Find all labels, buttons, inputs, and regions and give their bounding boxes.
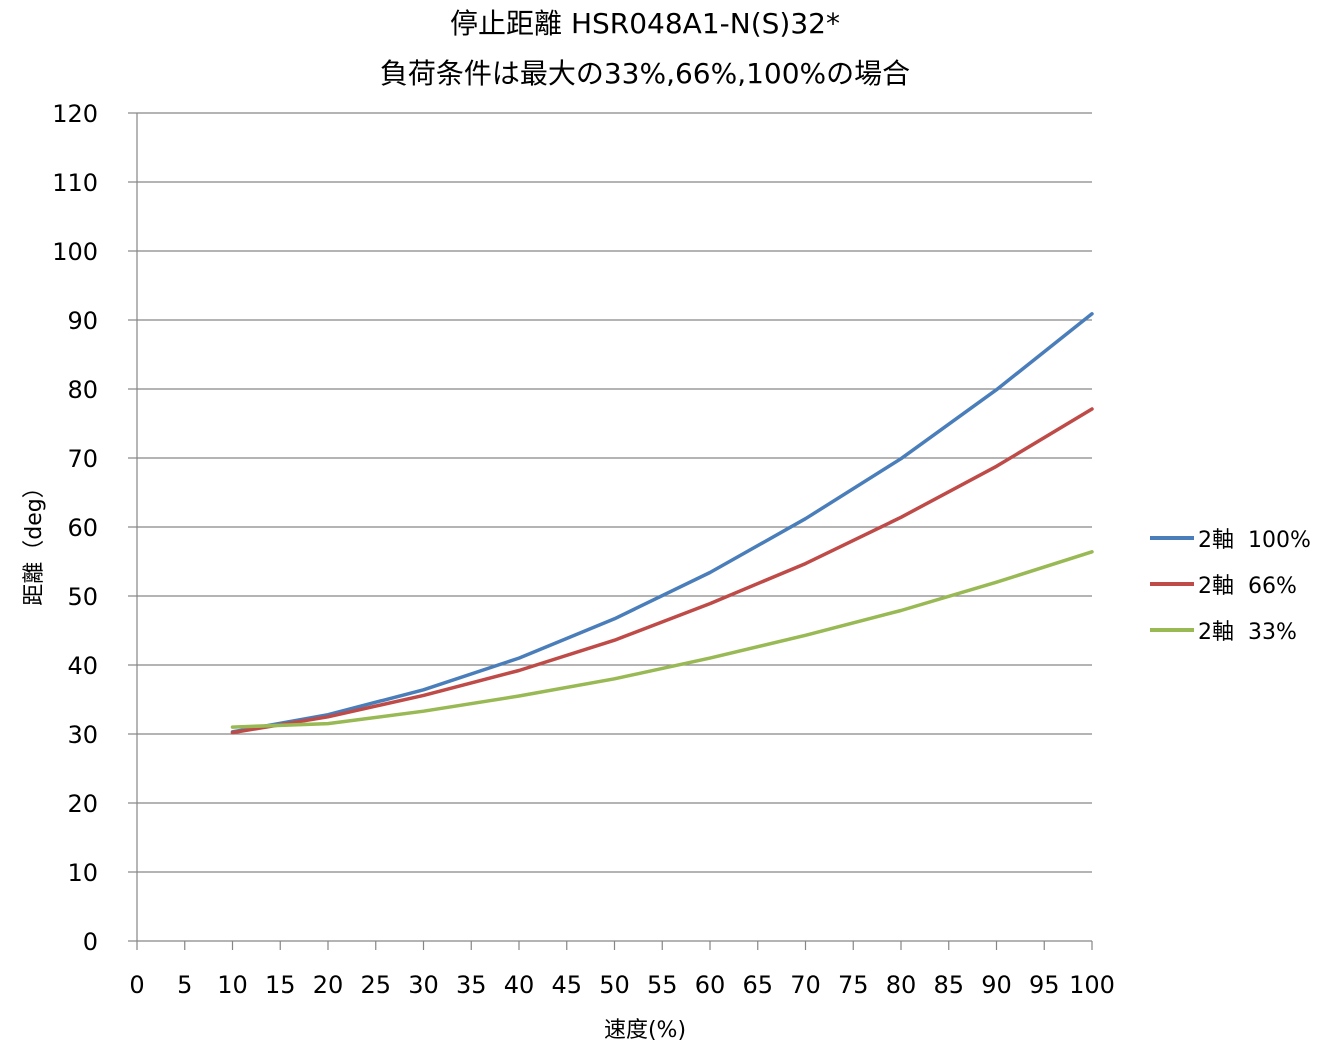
legend-swatch [1150, 582, 1194, 586]
x-tick-label: 75 [838, 971, 869, 999]
y-tick-label: 10 [67, 859, 98, 887]
x-tick-label: 55 [647, 971, 678, 999]
y-tick-label: 60 [67, 514, 98, 542]
y-tick-label: 40 [67, 652, 98, 680]
legend: 2軸 100% 2軸 66% 2軸 33% [1150, 515, 1311, 653]
legend-swatch [1150, 536, 1194, 540]
x-tick-label: 60 [695, 971, 726, 999]
x-tick-label: 95 [1029, 971, 1060, 999]
series-lines [230, 312, 1094, 735]
x-tick-label: 15 [265, 971, 296, 999]
y-tick-label: 0 [83, 928, 98, 956]
legend-item-series-1: 2軸 100% [1150, 515, 1311, 561]
x-tick-label: 20 [313, 971, 344, 999]
x-tick-labels: 0 5 10 15 20 25 30 35 40 45 50 55 60 65 70 75 80 85 90 95 10… [129, 971, 1115, 999]
x-axis-label: 速度(%) [603, 1018, 687, 1043]
axes [128, 112, 1093, 950]
chart-title: 停止距離 HSR048A1-N(S)32* [450, 7, 840, 40]
series-line-1 [230, 312, 1094, 734]
x-tick-label: 65 [742, 971, 773, 999]
legend-label: 2軸 66% [1198, 574, 1297, 599]
y-tick-label: 110 [52, 169, 98, 197]
x-tick-label: 100 [1069, 971, 1115, 999]
x-tick-label: 35 [456, 971, 487, 999]
x-tick-label: 50 [599, 971, 630, 999]
x-tick-label: 40 [504, 971, 535, 999]
chart-subtitle: 負荷条件は最大の33%,66%,100%の場合 [379, 57, 911, 90]
y-tick-label: 20 [67, 790, 98, 818]
x-tick-label: 5 [177, 971, 192, 999]
y-tick-label: 80 [67, 376, 98, 404]
x-tick-label: 90 [981, 971, 1012, 999]
y-tick-label: 50 [67, 583, 98, 611]
x-tick-label: 0 [129, 971, 144, 999]
x-tick-label: 25 [360, 971, 391, 999]
y-axis-label: 距離（deg） [22, 476, 47, 606]
y-tick-labels: 0 10 20 30 40 50 60 70 80 90 100 110 120 [52, 100, 98, 956]
y-tick-label: 120 [52, 100, 98, 128]
x-tick-label: 45 [551, 971, 582, 999]
gridlines [137, 112, 1092, 873]
y-tick-label: 100 [52, 238, 98, 266]
x-tick-label: 80 [886, 971, 917, 999]
x-tick-label: 30 [408, 971, 439, 999]
x-tick-label: 10 [217, 971, 248, 999]
x-tick-label: 70 [790, 971, 821, 999]
legend-label: 2軸 100% [1198, 528, 1311, 553]
legend-label: 2軸 33% [1198, 620, 1297, 645]
legend-item-series-2: 2軸 66% [1150, 561, 1311, 607]
series-line-3 [230, 550, 1094, 729]
legend-swatch [1150, 628, 1194, 632]
y-tick-label: 30 [67, 721, 98, 749]
y-tick-label: 90 [67, 307, 98, 335]
x-tick-label: 85 [933, 971, 964, 999]
y-tick-label: 70 [67, 445, 98, 473]
legend-item-series-3: 2軸 33% [1150, 607, 1311, 653]
series-line-2 [230, 407, 1094, 735]
